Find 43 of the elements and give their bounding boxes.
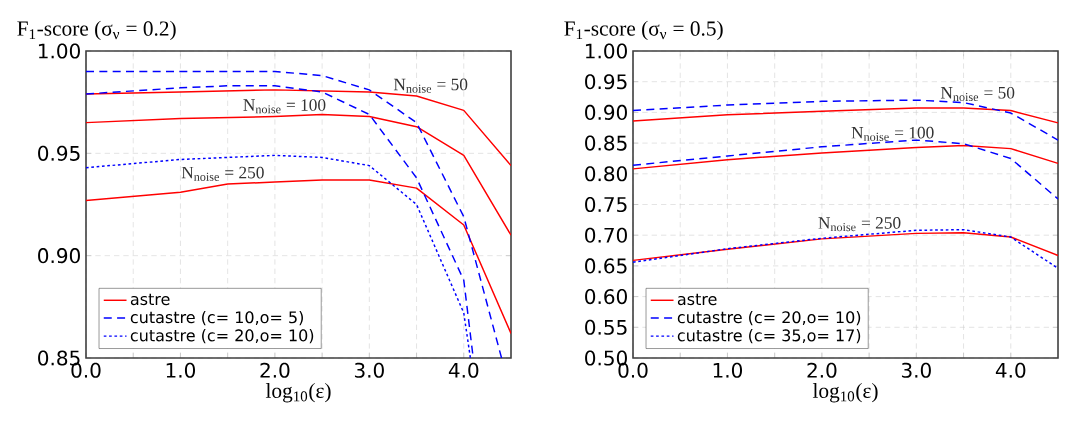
y-tick-label: 0.95 [38, 145, 80, 161]
legend-label: cutastre (c= 20,o= 10) [130, 329, 314, 344]
line-series [633, 107, 1059, 124]
y-tick-label: 0.60 [585, 289, 627, 305]
x-tick-label: 1.0 [713, 362, 743, 378]
legend-label: cutastre (c= 35,o= 17) [677, 329, 861, 344]
legend-label: cutastre (c= 20,o= 10) [677, 310, 861, 326]
x-axis-title: log$_{10}$(ε) [812, 382, 878, 403]
annotation: N$_{noise}$ = 50 [940, 86, 1015, 102]
annotation: N$_{noise}$ = 50 [393, 78, 468, 93]
y-tick-label: 0.85 [585, 135, 627, 151]
line-series [86, 113, 511, 236]
x-tick-label: 4.0 [448, 362, 479, 378]
annotation: N$_{noise}$ = 100 [243, 99, 326, 114]
x-tick-label: 1.0 [166, 362, 196, 378]
y-tick-label: 0.75 [585, 196, 627, 213]
annotation: N$_{noise}$ = 100 [851, 126, 934, 141]
y-tick-label: 0.65 [585, 258, 627, 274]
y-tick-label: 0.90 [38, 248, 80, 264]
x-axis-title: log$_{10}$(ε) [265, 382, 331, 403]
x-tick-label: 2.0 [260, 362, 290, 378]
annotation: N$_{noise}$ = 250 [818, 217, 901, 232]
y-tick-label: 1.00 [585, 43, 627, 59]
line-series [633, 144, 1059, 170]
line-series [633, 99, 1059, 141]
y-tick-label: 0.55 [585, 319, 627, 335]
y-tick-label: 1.00 [38, 43, 80, 59]
chart-title: F$_{1}$-score (σ$_{ν}$ = 0.2) [17, 20, 176, 41]
y-tick-label: 0.70 [585, 227, 627, 243]
legend-label: astre [130, 293, 170, 306]
y-tick-label: 0.95 [585, 74, 627, 90]
x-tick-label: 4.0 [995, 362, 1026, 378]
legend-label: cutastre (c= 10,o= 5) [130, 310, 303, 326]
line-series [633, 139, 1059, 200]
line-series [633, 232, 1059, 262]
y-tick-label: 0.80 [585, 166, 627, 182]
annotation: N$_{noise}$ = 250 [181, 166, 264, 181]
legend-label: astre [677, 293, 717, 306]
x-tick-label: 2.0 [807, 362, 837, 378]
x-tick-label: 3.0 [354, 362, 384, 378]
x-tick-label: 3.0 [901, 362, 931, 378]
y-tick-label: 0.90 [585, 104, 627, 120]
chart-title: F$_{1}$-score (σ$_{ν}$ = 0.5) [564, 20, 723, 41]
